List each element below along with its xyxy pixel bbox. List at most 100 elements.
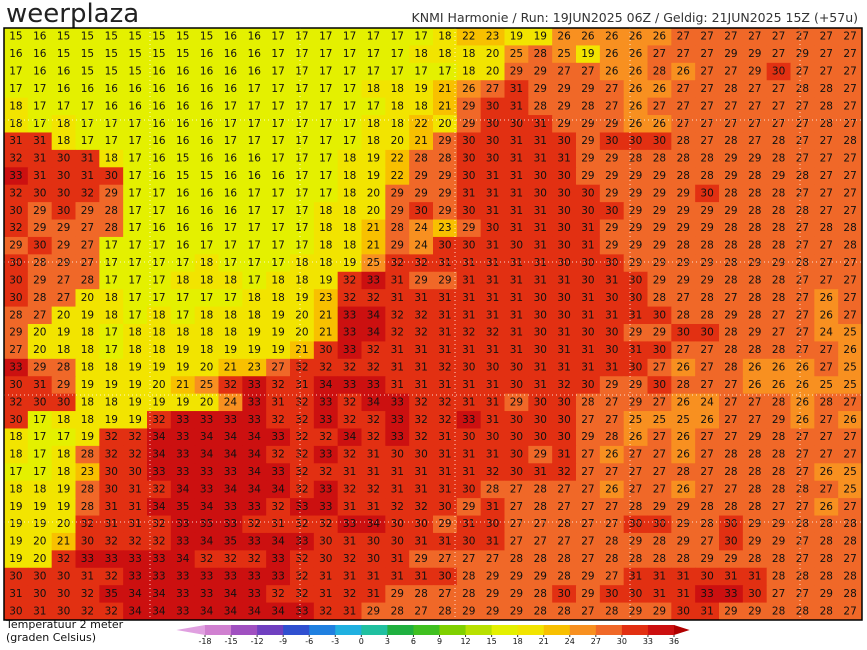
temp-label: 19: [271, 327, 284, 339]
temp-cell: [27, 80, 53, 99]
temp-label: 31: [486, 396, 499, 408]
temp-cell: [790, 80, 815, 99]
temp-cell: [647, 254, 672, 273]
temp-label: 28: [772, 292, 785, 304]
temp-label: 30: [700, 570, 713, 582]
temp-cell: [385, 341, 410, 360]
temp-cell: [504, 97, 529, 116]
temp-cell: [719, 80, 744, 99]
temp-cell: [75, 376, 100, 395]
temp-cell: [528, 341, 553, 360]
temp-label: 30: [105, 483, 118, 495]
temp-label: 17: [271, 66, 284, 78]
temp-cell: [385, 115, 410, 133]
temp-cell: [814, 167, 839, 186]
temp-label: 31: [128, 501, 141, 513]
temp-cell: [147, 184, 172, 203]
temp-cell: [766, 341, 791, 360]
temp-cell: [75, 28, 100, 46]
temp-label: 31: [557, 153, 570, 165]
temp-cell: [433, 132, 458, 151]
temp-cell: [719, 62, 744, 81]
temp-label: 31: [438, 327, 451, 339]
temp-label: 32: [295, 449, 308, 461]
colorbar-segment: [647, 625, 675, 635]
temp-label: 18: [81, 396, 94, 408]
temp-cell: [123, 271, 148, 290]
temp-label: 16: [105, 100, 119, 112]
temp-cell: [409, 45, 434, 64]
temp-label: 16: [176, 66, 190, 78]
temp-label: 28: [105, 205, 118, 217]
temp-label: 30: [534, 187, 547, 199]
temp-label: 28: [820, 536, 833, 548]
temp-cell: [4, 236, 29, 255]
temp-cell: [790, 167, 815, 186]
temp-cell: [647, 132, 672, 151]
temp-label: 27: [557, 501, 570, 513]
temp-label: 29: [724, 553, 737, 565]
temp-label: 17: [248, 222, 261, 234]
temp-label: 28: [820, 396, 833, 408]
colorbar-tick-label: 12: [460, 637, 470, 646]
temp-label: 29: [605, 379, 618, 391]
temp-label: 30: [462, 135, 475, 147]
temp-label: 31: [414, 483, 427, 495]
temp-label: 28: [510, 553, 523, 565]
temp-cell: [4, 306, 29, 325]
temp-label: 16: [224, 187, 238, 199]
temp-label: 32: [462, 327, 475, 339]
temp-cell: [313, 28, 339, 46]
temp-cell: [552, 236, 577, 255]
temp-label: 27: [414, 605, 427, 617]
temp-cell: [695, 115, 720, 133]
temp-label: 34: [152, 605, 166, 617]
temp-label: 21: [319, 327, 332, 339]
temp-label: 16: [176, 135, 190, 147]
temp-cell: [576, 202, 601, 221]
temp-cell: [504, 324, 529, 342]
temp-label: 32: [295, 570, 308, 582]
logo[interactable]: weerplaza: [6, 0, 139, 29]
temp-label: 17: [295, 100, 308, 112]
temp-cell: [838, 306, 862, 325]
temp-cell: [123, 132, 148, 151]
temp-label: 27: [820, 362, 833, 374]
temp-label: 27: [653, 362, 666, 374]
temp-cell: [266, 254, 291, 273]
temp-cell: [599, 202, 625, 221]
temp-label: 31: [462, 518, 475, 530]
temp-label: 17: [224, 222, 237, 234]
temp-label: 32: [224, 553, 237, 565]
temp-label: 28: [534, 48, 547, 60]
temp-label: 28: [772, 449, 785, 461]
temp-cell: [99, 115, 124, 133]
temp-cell: [218, 80, 243, 99]
temp-cell: [337, 236, 362, 255]
temp-label: 18: [367, 83, 380, 95]
temp-cell: [170, 62, 196, 81]
temp-label: 33: [724, 588, 737, 600]
temp-cell: [75, 306, 100, 325]
temp-cell: [99, 167, 124, 186]
temp-label: 31: [629, 570, 642, 582]
temp-cell: [290, 393, 315, 412]
temp-label: 33: [248, 570, 261, 582]
temp-label: 27: [700, 431, 713, 443]
temp-cell: [290, 306, 315, 325]
temp-label: 28: [772, 466, 785, 478]
temp-cell: [480, 149, 505, 168]
temp-label: 15: [176, 153, 189, 165]
temp-label: 27: [605, 466, 618, 478]
temp-label: 34: [271, 536, 285, 548]
temp-label: 33: [462, 414, 475, 426]
temp-label: 29: [581, 153, 594, 165]
temp-label: 16: [81, 83, 95, 95]
temp-cell: [647, 324, 672, 342]
temp-label: 30: [510, 414, 523, 426]
temp-label: 29: [629, 605, 642, 617]
temp-label: 16: [152, 100, 166, 112]
temp-cell: [337, 115, 362, 133]
temp-cell: [242, 324, 267, 342]
temp-cell: [313, 324, 339, 342]
